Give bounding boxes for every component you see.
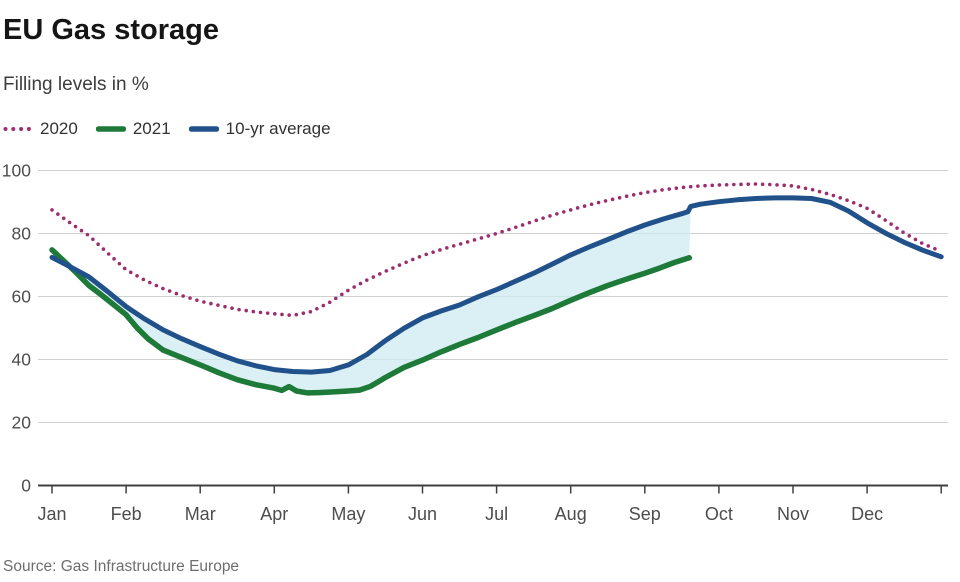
x-axis-label: Jun	[408, 504, 437, 524]
y-axis-label: 40	[12, 350, 32, 370]
series-line-10-yr-average	[49, 195, 944, 375]
legend-swatch-icon	[95, 126, 126, 132]
x-axis-label: Feb	[111, 504, 142, 524]
legend-label: 2020	[40, 119, 78, 138]
y-axis-label: 80	[12, 224, 32, 244]
x-axis-label: May	[331, 504, 365, 524]
series-line-2020	[50, 182, 944, 318]
page-title: EU Gas storage	[3, 14, 219, 46]
x-axis-label: Jul	[485, 504, 508, 524]
x-axis-label: Oct	[705, 504, 733, 524]
x-axis-label: Dec	[851, 504, 883, 524]
legend-item-2021: 2021	[95, 119, 171, 139]
y-axis-label: 0	[21, 476, 31, 496]
y-axis-label: 60	[12, 287, 32, 307]
x-axis-label: Aug	[555, 504, 587, 524]
fill-area-2021-vs-average	[81, 206, 691, 393]
source-note: Source: Gas Infrastructure Europe	[3, 558, 240, 575]
x-axis-label: Mar	[185, 504, 216, 524]
legend-label: 2021	[132, 119, 171, 138]
page-subtitle: Filling levels in %	[3, 74, 149, 95]
x-axis-label: Jan	[37, 504, 66, 524]
x-axis-label: Sep	[629, 504, 661, 524]
chart-legend: 2020 2021 10-yr average	[3, 119, 331, 139]
x-axis-label: Nov	[777, 504, 809, 524]
x-axis-label: Apr	[260, 504, 288, 524]
y-axis-label: 100	[2, 161, 31, 181]
series-line-2021	[49, 247, 693, 396]
legend-label: 10-yr average	[225, 119, 331, 138]
legend-item-10-yr-average: 10-yr average	[188, 119, 331, 139]
legend-item-2020: 2020	[3, 119, 78, 139]
legend-swatch-icon	[188, 126, 219, 132]
y-axis-label: 20	[12, 413, 32, 433]
